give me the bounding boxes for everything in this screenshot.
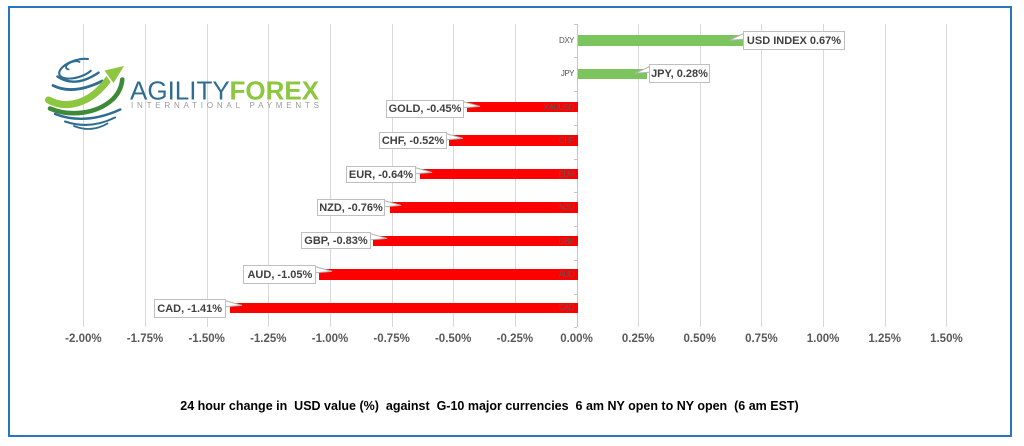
svg-text:AGILITY: AGILITY xyxy=(130,76,230,106)
svg-text:INTERNATIONAL PAYMENTS: INTERNATIONAL PAYMENTS xyxy=(131,101,323,110)
svg-text:FOREX: FOREX xyxy=(230,76,320,106)
